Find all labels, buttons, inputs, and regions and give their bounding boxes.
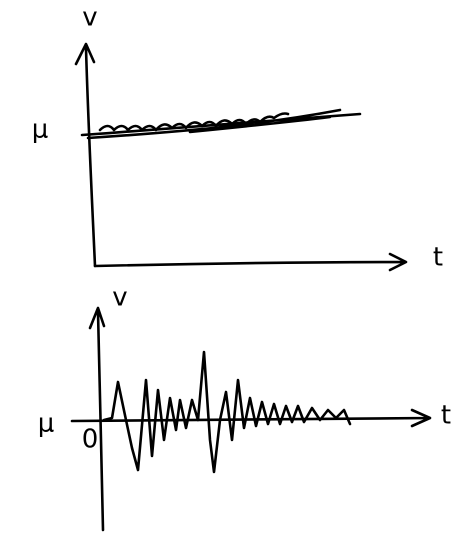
- sketch: v μ t v μ 0 t: [0, 0, 462, 536]
- origin-label: 0: [82, 425, 99, 455]
- y-label: v: [112, 283, 127, 313]
- level-label: μ: [38, 409, 55, 439]
- signal: [104, 352, 350, 472]
- x-label: t: [441, 401, 451, 431]
- level-line: [82, 110, 360, 138]
- x-label: t: [433, 243, 443, 273]
- y-axis: [90, 308, 104, 530]
- y-axis: [76, 44, 95, 266]
- y-label: v: [82, 3, 97, 33]
- level-label: μ: [32, 115, 49, 145]
- x-axis: [95, 254, 406, 270]
